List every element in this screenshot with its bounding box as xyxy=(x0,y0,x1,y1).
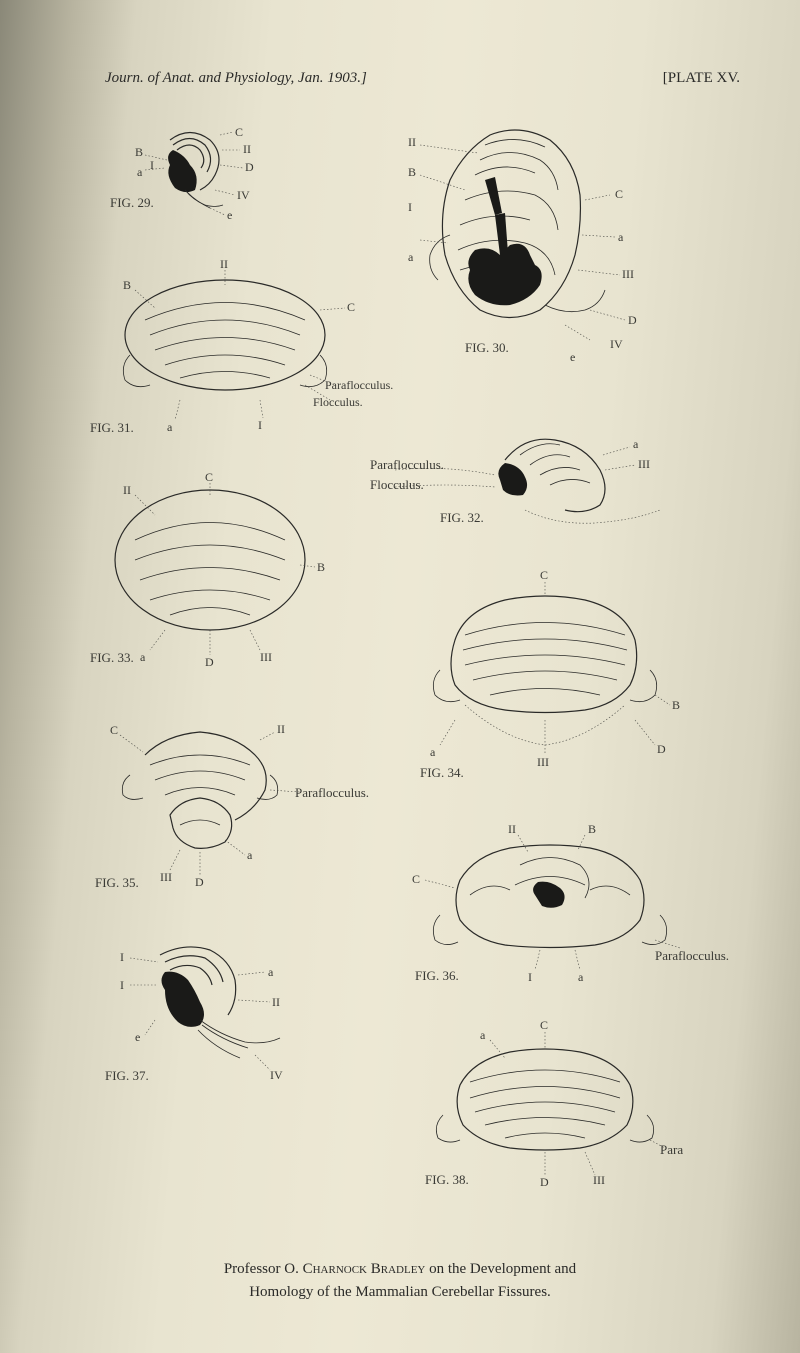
caption-line2: Homology of the Mammalian Cerebellar Fis… xyxy=(0,1281,800,1304)
fig37-label: FIG. 37. xyxy=(105,1068,149,1084)
header-journal: Journ. of Anat. and Physiology, Jan. 190… xyxy=(105,70,367,87)
anno-29-e: e xyxy=(227,208,232,223)
anno-33-C: C xyxy=(205,470,213,485)
plate-page: Journ. of Anat. and Physiology, Jan. 190… xyxy=(0,0,800,1353)
anno-34-B: B xyxy=(672,698,680,713)
figure-34: C B a III D FIG. 34. xyxy=(405,570,685,785)
anno-38-C: C xyxy=(540,1018,548,1033)
anno-35-II: II xyxy=(277,722,285,737)
anno-33-III: III xyxy=(260,650,272,665)
anno-33-B: B xyxy=(317,560,325,575)
figure-37: I I a II e IV FIG. 37. xyxy=(110,930,310,1105)
figure-38: a C III D Para FIG. 38. xyxy=(405,1020,685,1195)
fig30-label: FIG. 30. xyxy=(465,340,509,356)
anno-38-D: D xyxy=(540,1175,549,1190)
anno-34-a: a xyxy=(430,745,435,760)
anno-29-I: I xyxy=(150,158,154,173)
anno-30-C: C xyxy=(615,187,623,202)
figure-35: C II a III D Paraflocculus. FIG. 35. xyxy=(95,710,335,895)
anno-36-a: a xyxy=(578,970,583,985)
anno-31-para: Paraflocculus. xyxy=(325,378,393,393)
anno-32-para: Paraflocculus. xyxy=(370,457,444,473)
page-header: Journ. of Anat. and Physiology, Jan. 190… xyxy=(105,70,740,87)
anno-32-floc: Flocculus. xyxy=(370,477,424,493)
anno-36-II: II xyxy=(508,822,516,837)
figure-30: II B I a C a III D IV e FIG. 30. xyxy=(410,115,650,380)
anno-30-e: e xyxy=(570,350,575,365)
anno-30-III: III xyxy=(622,267,634,282)
anno-32-a: a xyxy=(633,437,638,452)
anno-33-II: II xyxy=(123,483,131,498)
header-plate: [PLATE XV. xyxy=(663,70,740,87)
fig29-label: FIG. 29. xyxy=(110,195,154,211)
anno-30-a-left: a xyxy=(408,250,413,265)
caption-suffix: on the Development and xyxy=(425,1261,576,1277)
anno-35-D: D xyxy=(195,875,204,890)
anno-34-III: III xyxy=(537,755,549,770)
anno-32-III: III xyxy=(638,457,650,472)
anno-37-I: I xyxy=(120,950,124,965)
anno-33-a: a xyxy=(140,650,145,665)
fig34-label: FIG. 34. xyxy=(420,765,464,781)
caption-author: Charnock Bradley xyxy=(303,1261,426,1277)
anno-29-a: a xyxy=(137,165,142,180)
anno-30-IV: IV xyxy=(610,337,623,352)
anno-31-a: a xyxy=(167,420,172,435)
caption-prefix: Professor O. xyxy=(224,1261,303,1277)
anno-30-II: II xyxy=(408,135,416,150)
anno-34-D: D xyxy=(657,742,666,757)
anno-37-I2: I xyxy=(120,978,124,993)
anno-30-a: a xyxy=(618,230,623,245)
anno-38-III: III xyxy=(593,1173,605,1188)
anno-35-para: Paraflocculus. xyxy=(295,785,369,801)
anno-34-C: C xyxy=(540,568,548,583)
anno-37-a: a xyxy=(268,965,273,980)
caption: Professor O. Charnock Bradley on the Dev… xyxy=(0,1258,800,1303)
anno-29-IV: IV xyxy=(237,188,250,203)
anno-36-C: C xyxy=(412,872,420,887)
anno-29-B: B xyxy=(135,145,143,160)
figure-36: II B C I a Paraflocculus. FIG. 36. xyxy=(400,820,700,995)
anno-29-D: D xyxy=(245,160,254,175)
fig38-label: FIG. 38. xyxy=(425,1172,469,1188)
anno-35-C: C xyxy=(110,723,118,738)
figure-33: II C B a III D FIG. 33. xyxy=(95,475,325,670)
anno-37-e: e xyxy=(135,1030,140,1045)
fig36-label: FIG. 36. xyxy=(415,968,459,984)
anno-33-D: D xyxy=(205,655,214,670)
anno-37-II: II xyxy=(272,995,280,1010)
anno-30-B: B xyxy=(408,165,416,180)
anno-37-IV: IV xyxy=(270,1068,283,1083)
anno-30-D: D xyxy=(628,313,637,328)
anno-38-para: Para xyxy=(660,1142,683,1158)
fig33-label: FIG. 33. xyxy=(90,650,134,666)
fig31-label: FIG. 31. xyxy=(90,420,134,436)
anno-31-floc: Flocculus. xyxy=(313,395,363,410)
anno-36-para: Paraflocculus. xyxy=(655,948,729,964)
figure-29: B I II D IV e a C FIG. 29. xyxy=(115,120,265,235)
anno-29-II: II xyxy=(243,142,251,157)
fig32-label: FIG. 32. xyxy=(440,510,484,526)
anno-35-III: III xyxy=(160,870,172,885)
anno-36-B: B xyxy=(588,822,596,837)
anno-31-II: II xyxy=(220,257,228,272)
anno-30-I: I xyxy=(408,200,412,215)
anno-36-I: I xyxy=(528,970,532,985)
anno-29-C: C xyxy=(235,125,243,140)
anno-31-B: B xyxy=(123,278,131,293)
anno-31-C: C xyxy=(347,300,355,315)
anno-38-a: a xyxy=(480,1028,485,1043)
fig35-label: FIG. 35. xyxy=(95,875,139,891)
anno-31-I: I xyxy=(258,418,262,433)
figure-32: Paraflocculus. Flocculus. a III FIG. 32. xyxy=(375,415,675,550)
figure-31: II B C a I Paraflocculus. Flocculus. FIG… xyxy=(95,260,365,445)
anno-35-a: a xyxy=(247,848,252,863)
